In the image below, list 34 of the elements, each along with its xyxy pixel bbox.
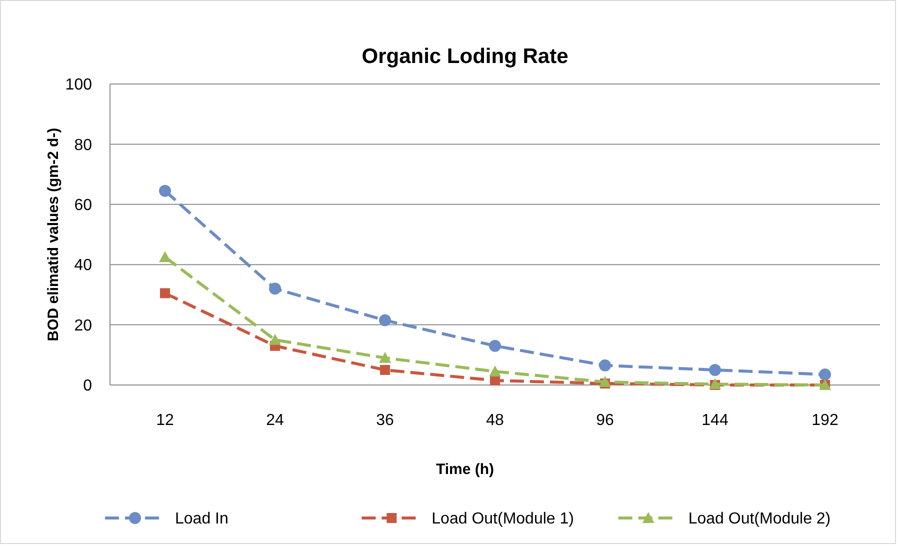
point [819,368,831,380]
legend-label: Load Out(Module 2) [688,510,831,528]
y-tick-label: 0 [83,378,92,395]
x-tick-label: 192 [812,412,838,429]
point [380,364,390,375]
x-axis-title: Time (h) [436,461,494,478]
point [599,359,611,372]
x-tick-label: 36 [376,412,394,429]
point [159,251,171,262]
y-tick-label: 20 [74,317,92,334]
point [599,376,611,387]
y-tick-label: 40 [74,257,92,274]
point [489,365,501,376]
y-tick-label: 100 [65,76,92,94]
point [489,340,501,352]
y-tick-label: 80 [74,136,92,154]
point [379,352,391,363]
legend-label: Load In [175,510,228,528]
chart-title: Organic Loding Rate [362,45,568,68]
point [379,314,391,326]
y-axis-title: BOD elimatid values (gm-2 d-) [45,128,62,342]
point [269,282,281,295]
y-tick-label: 60 [74,197,92,214]
point [709,364,721,376]
legend-label: Load Out(Module 1) [432,510,574,528]
x-tick-label: 144 [702,412,728,429]
x-tick-label: 96 [596,412,614,429]
x-tick-label: 48 [486,412,504,429]
x-tick-label: 24 [266,412,284,429]
point [490,375,500,386]
x-tick-label: 12 [156,412,174,429]
point [269,334,281,345]
point [159,184,171,197]
point [160,288,170,298]
